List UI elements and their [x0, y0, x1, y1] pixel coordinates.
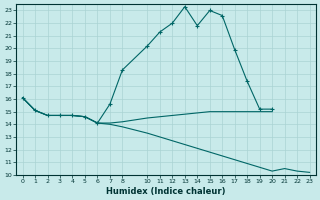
X-axis label: Humidex (Indice chaleur): Humidex (Indice chaleur) — [106, 187, 226, 196]
